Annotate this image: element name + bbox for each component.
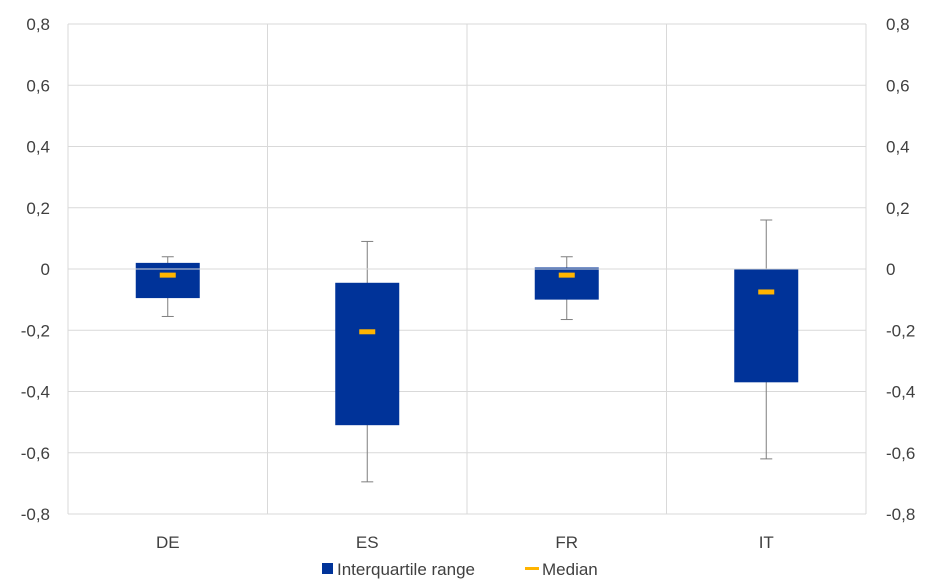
median-marker bbox=[758, 289, 775, 295]
y-tick-label-left: -0,4 bbox=[21, 383, 50, 402]
x-category-label: DE bbox=[156, 533, 180, 552]
y-tick-label-right: 0,6 bbox=[886, 76, 910, 95]
median-marker bbox=[558, 272, 575, 278]
y-tick-label-right: 0,4 bbox=[886, 138, 910, 157]
y-tick-label-left: 0,6 bbox=[26, 76, 50, 95]
y-tick-label-right: 0,2 bbox=[886, 199, 910, 218]
y-tick-label-right: -0,2 bbox=[886, 321, 915, 340]
legend: Interquartile range Median bbox=[322, 560, 598, 579]
y-tick-label-left: 0,4 bbox=[26, 138, 50, 157]
legend-swatch-iqr bbox=[322, 563, 333, 574]
y-tick-label-left: 0,8 bbox=[26, 15, 50, 34]
y-tick-label-right: 0 bbox=[886, 260, 895, 279]
y-axis-right: -0,8 -0,6 -0,4 -0,2 0 0,2 0,4 0,6 0,8 bbox=[886, 15, 915, 524]
x-category-label: ES bbox=[356, 533, 379, 552]
y-tick-label-right: -0,8 bbox=[886, 505, 915, 524]
median-marker bbox=[159, 272, 176, 278]
iqr-box bbox=[335, 282, 400, 426]
iqr-box bbox=[734, 269, 799, 383]
legend-label-iqr: Interquartile range bbox=[337, 560, 475, 579]
legend-label-median: Median bbox=[542, 560, 598, 579]
y-tick-label-left: -0,6 bbox=[21, 444, 50, 463]
iqr-box bbox=[534, 267, 599, 300]
boxes bbox=[68, 219, 866, 483]
median-marker bbox=[359, 329, 376, 335]
y-axis-left: -0,8 -0,6 -0,4 -0,2 0 0,2 0,4 0,6 0,8 bbox=[21, 15, 50, 524]
x-axis: DE ES FR IT bbox=[156, 533, 774, 552]
y-tick-label-right: -0,4 bbox=[886, 383, 915, 402]
y-tick-label-left: 0,2 bbox=[26, 199, 50, 218]
x-category-label: FR bbox=[555, 533, 578, 552]
legend-swatch-median bbox=[525, 567, 539, 570]
y-tick-label-left: -0,2 bbox=[21, 321, 50, 340]
x-category-label: IT bbox=[759, 533, 774, 552]
y-tick-label-right: -0,6 bbox=[886, 444, 915, 463]
y-tick-label-left: -0,8 bbox=[21, 505, 50, 524]
y-tick-label-right: 0,8 bbox=[886, 15, 910, 34]
iqr-box bbox=[135, 262, 200, 299]
y-tick-label-left: 0 bbox=[41, 260, 50, 279]
